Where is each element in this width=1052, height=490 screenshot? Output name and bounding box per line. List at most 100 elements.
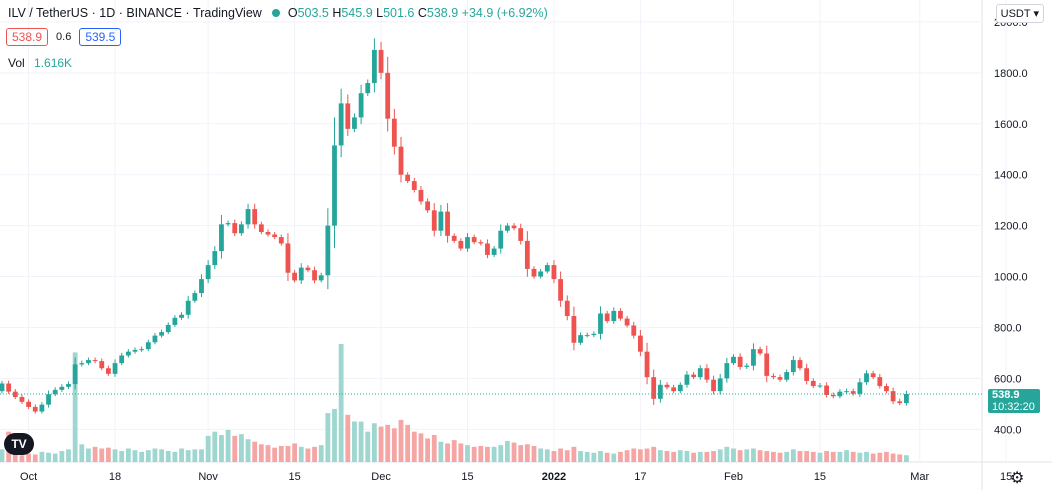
y-tick-label: 400.0 <box>994 424 1022 436</box>
volume-bar <box>139 451 145 462</box>
candle-body <box>524 240 530 269</box>
candle-body <box>205 265 211 280</box>
candle-body <box>6 383 12 392</box>
candle-body <box>179 314 184 318</box>
volume-bar <box>844 450 849 462</box>
volume-bar <box>352 421 357 462</box>
volume-bar <box>897 454 903 462</box>
candle-body <box>717 378 723 392</box>
volume-bar <box>372 423 377 462</box>
x-tick-label: Feb <box>724 471 743 483</box>
candle-body <box>92 360 98 362</box>
candle-body <box>724 363 730 379</box>
candle-body <box>485 243 490 255</box>
candle-body <box>352 117 357 129</box>
candle-body <box>72 364 78 385</box>
open-label: O <box>287 6 298 20</box>
candle-body <box>897 401 903 404</box>
candle-body <box>771 375 776 378</box>
gear-icon[interactable]: ⚙ <box>1010 470 1025 487</box>
candle-body <box>604 313 610 322</box>
volume-bar <box>684 451 690 462</box>
bid-price-button[interactable]: 538.9 <box>6 28 49 46</box>
volume-bar <box>571 446 577 462</box>
candle-body <box>405 174 411 182</box>
currency-selector[interactable]: USDT ▾ <box>995 4 1044 23</box>
candle-body <box>511 225 517 229</box>
volume-bar <box>471 446 477 462</box>
candle-body <box>804 368 810 381</box>
volume-bar <box>624 450 630 462</box>
candle-body <box>86 360 91 364</box>
volume-bar <box>618 451 623 462</box>
candle-body <box>817 385 823 387</box>
volume-bar <box>764 451 770 462</box>
volume-bar <box>538 448 544 462</box>
volume-bar <box>305 448 311 462</box>
volume-bar <box>638 449 643 462</box>
volume-bar <box>298 446 304 462</box>
candle-body <box>904 393 909 404</box>
spread-value: 0.6 <box>56 31 72 43</box>
symbol-title[interactable]: ILV / TetherUS <box>8 6 89 20</box>
candle-body <box>564 300 570 317</box>
candle-body <box>751 349 756 366</box>
volume-bar <box>0 449 5 462</box>
candle-body <box>458 240 464 249</box>
volume-bar <box>518 445 524 462</box>
volume-bar <box>285 445 291 462</box>
candle-body <box>744 365 750 367</box>
candle-body <box>498 230 504 249</box>
volume-bar <box>72 352 78 462</box>
volume-bar <box>671 451 677 462</box>
volume-bar <box>498 445 504 462</box>
candle-body <box>558 279 563 301</box>
volume-bar <box>345 414 351 462</box>
candle-body <box>139 349 145 351</box>
tradingview-logo-icon[interactable]: TV <box>4 433 34 455</box>
ask-price-button[interactable]: 539.5 <box>79 28 122 46</box>
x-tick-label: 17 <box>634 471 646 483</box>
candle-body <box>145 342 151 350</box>
candle-body <box>711 379 716 392</box>
candle-body <box>884 386 889 392</box>
volume-bar <box>332 408 337 462</box>
volume-bar <box>325 413 331 462</box>
volume-bar <box>26 453 31 462</box>
volume-bar <box>797 451 803 462</box>
candle-body <box>318 275 324 281</box>
volume-bar <box>604 452 610 462</box>
candle-body <box>418 189 424 202</box>
candle-body <box>165 324 171 333</box>
volume-bar <box>272 447 278 462</box>
candle-body <box>252 209 258 225</box>
volume-bar <box>86 448 91 462</box>
interval-label: 1D <box>99 6 116 20</box>
candle-body <box>870 373 876 378</box>
candle-body <box>538 271 544 277</box>
volume-bar <box>398 419 404 462</box>
volume-bar <box>651 446 657 462</box>
candle-body <box>551 265 557 280</box>
volume-bar <box>870 453 876 462</box>
candle-body <box>784 372 790 380</box>
candle-body <box>285 243 291 273</box>
volume-bar <box>691 452 696 462</box>
volume-bar <box>39 451 45 462</box>
candle-body <box>391 118 397 147</box>
candle-body <box>471 237 477 243</box>
volume-bar <box>485 446 490 462</box>
candle-body <box>46 394 51 405</box>
volume-bar <box>212 431 218 462</box>
volume-bar <box>850 451 856 462</box>
volume-bar <box>890 453 896 462</box>
candle-body <box>265 231 271 235</box>
volume-bar <box>219 435 224 462</box>
candle-body <box>272 234 278 238</box>
candle-body <box>491 248 497 255</box>
x-tick-label: 15 <box>1000 471 1012 483</box>
volume-bar <box>584 451 590 462</box>
volume-bar <box>445 443 450 462</box>
high-value: 545.9 <box>341 6 373 20</box>
